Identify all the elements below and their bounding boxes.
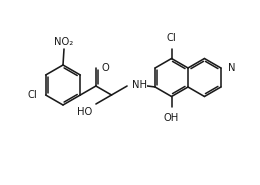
Text: NO₂: NO₂	[54, 37, 74, 47]
Text: N: N	[228, 63, 235, 73]
Text: NH: NH	[132, 80, 147, 90]
Text: Cl: Cl	[167, 33, 177, 43]
Text: O: O	[102, 63, 110, 73]
Text: HO: HO	[77, 107, 92, 117]
Text: Cl: Cl	[28, 90, 38, 100]
Text: OH: OH	[164, 112, 179, 122]
